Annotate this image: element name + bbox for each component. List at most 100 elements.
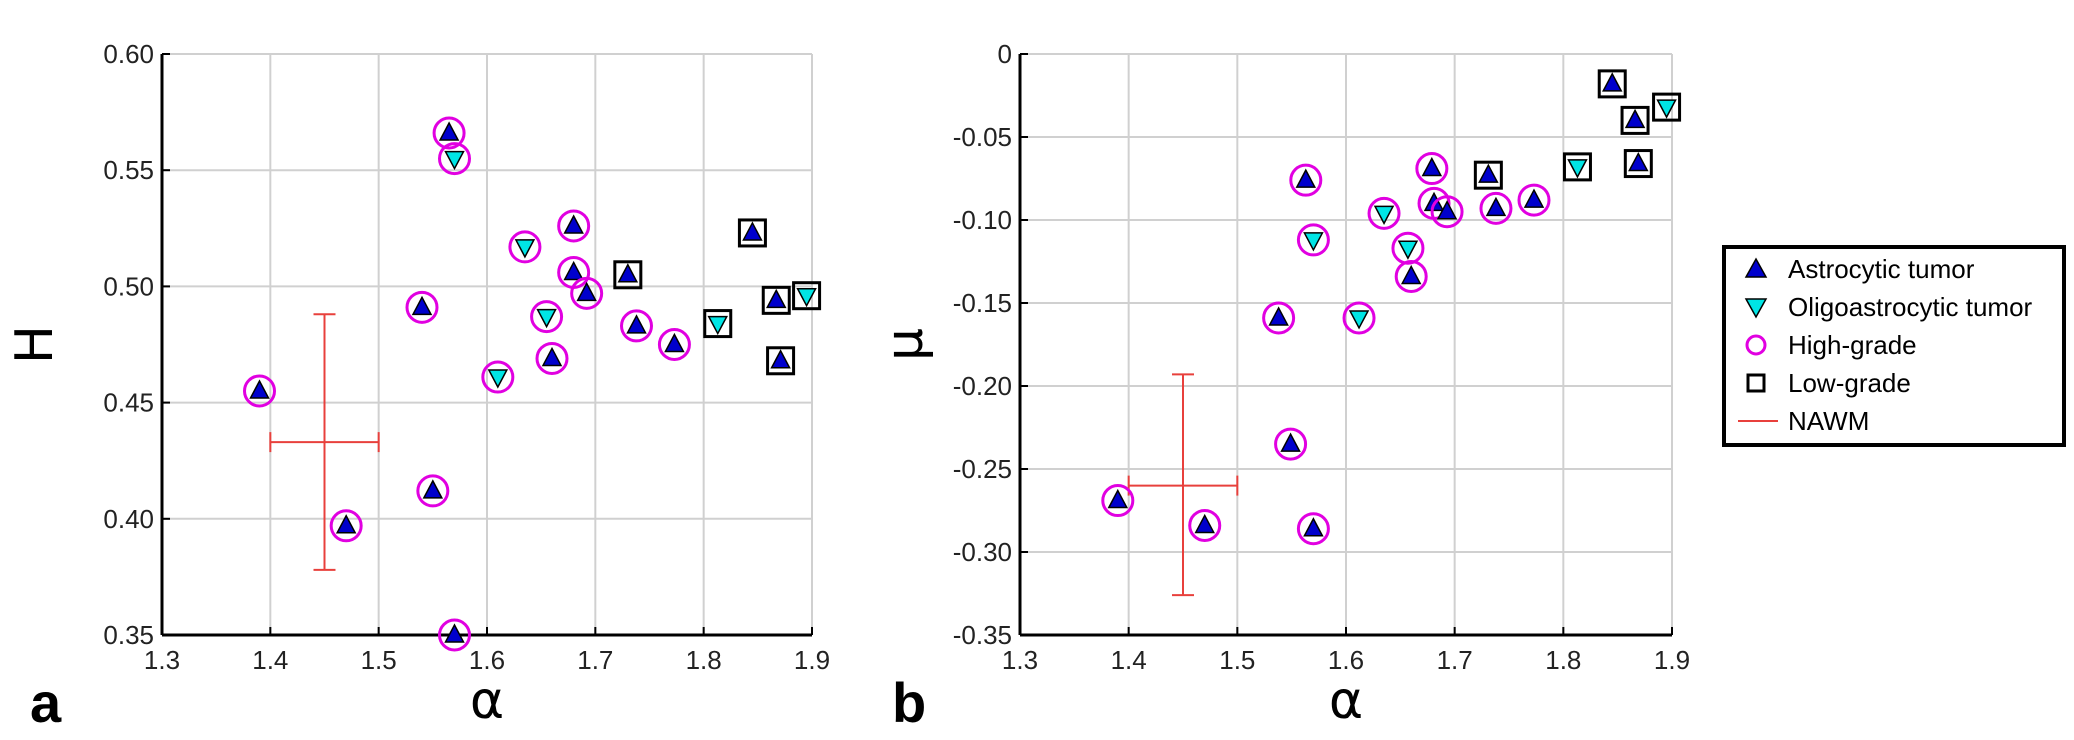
y-axis-label: H: [5, 325, 65, 364]
data-point: [1432, 197, 1462, 227]
astrocytic-triangle-up: [440, 123, 458, 140]
data-point: [739, 220, 765, 246]
astrocytic-triangle-up: [424, 481, 442, 498]
y-tick-label: 0.60: [103, 39, 154, 69]
astrocytic-triangle-up: [1109, 491, 1127, 508]
data-point: [1475, 162, 1501, 188]
data-point: [1625, 151, 1651, 177]
data-point: [1417, 154, 1447, 184]
data-point: [615, 262, 641, 288]
panel-a: 1.3 1.4 1.5 1.6 1.7 1.8 1.9 0.35 0.40 0.45 0.50 0.5…: [5, 39, 830, 734]
astrocytic-triangle-up: [565, 262, 583, 279]
data-point: [1298, 225, 1328, 255]
astrocytic-triangle-up: [1270, 308, 1288, 325]
data-point: [622, 311, 652, 341]
astrocytic-triangle-up: [1304, 519, 1322, 536]
oligoastrocytic-triangle-down: [1399, 241, 1417, 258]
legend-label-high-grade: High-grade: [1788, 330, 1917, 360]
oligoastrocytic-triangle-down: [1350, 311, 1368, 328]
data-point: [705, 311, 731, 337]
x-tick-label: 1.7: [577, 645, 613, 675]
data-point: [407, 292, 437, 322]
oligoastrocytic-triangle-down: [538, 310, 556, 327]
panel-label: a: [30, 671, 62, 734]
astrocytic-triangle-up: [1479, 165, 1497, 182]
astrocytic-triangle-up: [1629, 154, 1647, 171]
data-point: [1190, 510, 1220, 540]
x-tick-label: 1.9: [1654, 645, 1690, 675]
y-tick-label: -0.10: [953, 205, 1012, 235]
data-point: [1291, 165, 1321, 195]
data-point: [1622, 107, 1648, 133]
data-point: [532, 302, 562, 332]
data-point: [763, 287, 789, 313]
astrocytic-triangle-up: [767, 290, 785, 307]
y-tick-label: -0.05: [953, 122, 1012, 152]
x-tick-label: 1.8: [1545, 645, 1581, 675]
x-tick-label: 1.4: [252, 645, 288, 675]
y-tick-label: 0.45: [103, 388, 154, 418]
data-point: [768, 348, 794, 374]
astrocytic-triangle-up: [413, 297, 431, 314]
data-point: [537, 343, 567, 373]
y-tick-label: 0.40: [103, 504, 154, 534]
oligoastrocytic-triangle-down: [489, 370, 507, 387]
legend-label-low-grade: Low-grade: [1788, 368, 1911, 398]
panel-b: 1.3 1.4 1.5 1.6 1.7 1.8 1.9-0.35-0.30-0.25-0.2…: [875, 39, 1690, 734]
astrocytic-triangle-up: [1603, 74, 1621, 91]
oligoastrocytic-triangle-down: [1304, 233, 1322, 250]
x-tick-label: 1.5: [361, 645, 397, 675]
x-tick-label: 1.7: [1437, 645, 1473, 675]
data-point: [510, 232, 540, 262]
astrocytic-triangle-up: [1282, 434, 1300, 451]
y-tick-label: 0: [998, 39, 1012, 69]
astrocytic-triangle-up: [1423, 159, 1441, 176]
x-tick-label: 1.4: [1111, 645, 1147, 675]
data-point: [331, 511, 361, 541]
astrocytic-triangle-up: [665, 335, 683, 352]
astrocytic-triangle-up: [251, 381, 269, 398]
y-tick-label: 0.55: [103, 155, 154, 185]
astrocytic-triangle-up: [743, 223, 761, 240]
x-tick-label: 1.9: [794, 645, 830, 675]
oligoastrocytic-triangle-down: [1568, 160, 1586, 177]
astrocytic-triangle-up: [1297, 170, 1315, 187]
data-point: [1298, 514, 1328, 544]
y-tick-label: 0.35: [103, 620, 154, 650]
oligoastrocytic-triangle-down: [709, 317, 727, 334]
astrocytic-triangle-up: [1525, 190, 1543, 207]
panel-label: b: [892, 671, 926, 734]
data-point: [659, 330, 689, 360]
legend-label-oligoastrocytic: Oligoastrocytic tumor: [1788, 292, 2033, 322]
data-point: [1481, 193, 1511, 223]
legend-label-astrocytic: Astrocytic tumor: [1788, 254, 1975, 284]
legend-entry-oligoastrocytic: Oligoastrocytic tumor: [1746, 292, 2033, 322]
data-point: [1396, 261, 1426, 291]
astrocytic-triangle-up: [628, 316, 646, 333]
x-tick-label: 1.8: [686, 645, 722, 675]
x-tick-label: 1.5: [1219, 645, 1255, 675]
y-tick-label: 0.50: [103, 271, 154, 301]
data-point: [1344, 303, 1374, 333]
figure: 1.3 1.4 1.5 1.6 1.7 1.8 1.90.350.400.450.500.5…: [0, 0, 2074, 740]
oligoastrocytic-triangle-down: [446, 152, 464, 169]
astrocytic-triangle-up: [1196, 515, 1214, 532]
legend-label-nawm: NAWM: [1788, 406, 1869, 436]
astrocytic-triangle-up: [1626, 110, 1644, 127]
data-point: [1276, 429, 1306, 459]
data-point: [1264, 303, 1294, 333]
data-point: [1599, 71, 1625, 97]
data-point: [1369, 198, 1399, 228]
astrocytic-triangle-up: [1402, 266, 1420, 283]
astrocytic-triangle-up: [543, 348, 561, 365]
data-point: [1519, 185, 1549, 215]
astrocytic-triangle-up: [772, 351, 790, 368]
nawm-errorbar: [270, 314, 378, 570]
data-point: [1654, 94, 1680, 120]
x-axis-label: α: [470, 671, 504, 731]
y-tick-label: -0.25: [953, 454, 1012, 484]
data-point: [559, 211, 589, 241]
astrocytic-triangle-up: [1487, 198, 1505, 215]
legend: Astrocytic tumor Oligoastrocytic tumor H…: [1724, 247, 2064, 445]
data-point: [572, 278, 602, 308]
